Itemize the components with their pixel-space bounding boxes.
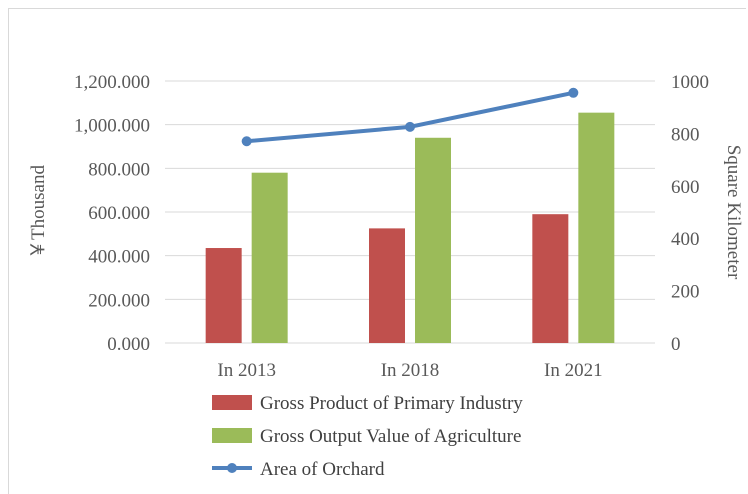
bar bbox=[532, 214, 569, 343]
y-tick-right: 200 bbox=[671, 282, 700, 303]
bar bbox=[415, 137, 451, 343]
axis-ticks: 0.000 200.000 400.000 600.000 800.000 1,000.0… bbox=[74, 72, 709, 381]
y-tick-left: 600.000 bbox=[88, 203, 150, 224]
x-tick: In 2013 bbox=[217, 360, 276, 381]
bar bbox=[251, 172, 288, 343]
y-tick-left: 400.000 bbox=[88, 247, 150, 268]
line-point bbox=[568, 87, 579, 98]
y-tick-left: 1,200.000 bbox=[74, 72, 150, 93]
y-tick-right: 600 bbox=[671, 177, 700, 198]
bar bbox=[205, 248, 242, 343]
legend-label: Gross Output Value of Agriculture bbox=[260, 426, 521, 447]
bar bbox=[578, 112, 615, 344]
y-tick-left: 200.000 bbox=[88, 290, 150, 311]
orchard-line bbox=[241, 87, 579, 147]
y-axis-left-title: ￥Thousand bbox=[28, 165, 49, 259]
y-tick-left: 0.000 bbox=[107, 334, 150, 355]
gridlines bbox=[165, 80, 655, 344]
y-tick-right: 400 bbox=[671, 229, 700, 250]
bar bbox=[369, 228, 405, 343]
bars bbox=[205, 112, 615, 344]
legend-swatch bbox=[212, 395, 252, 410]
line-point bbox=[405, 121, 415, 132]
y-tick-right: 800 bbox=[671, 124, 700, 145]
y-tick-right: 0 bbox=[671, 334, 681, 355]
legend-label: Area of Orchard bbox=[260, 459, 385, 480]
legend-marker bbox=[227, 463, 237, 473]
x-tick: In 2021 bbox=[544, 360, 603, 381]
y-tick-right: 1000 bbox=[671, 72, 709, 93]
y-tick-left: 1,000.000 bbox=[74, 116, 150, 137]
legend-label: Gross Product of Primary Industry bbox=[260, 393, 523, 414]
legend-swatch bbox=[212, 428, 252, 443]
legend: Gross Product of Primary Industry Gross O… bbox=[212, 393, 523, 480]
x-tick: In 2018 bbox=[381, 360, 440, 381]
line-point bbox=[241, 136, 252, 147]
series-line bbox=[246, 90, 574, 144]
y-axis-right-title: Square Kilometer bbox=[723, 145, 744, 280]
y-tick-left: 800.000 bbox=[88, 159, 150, 180]
